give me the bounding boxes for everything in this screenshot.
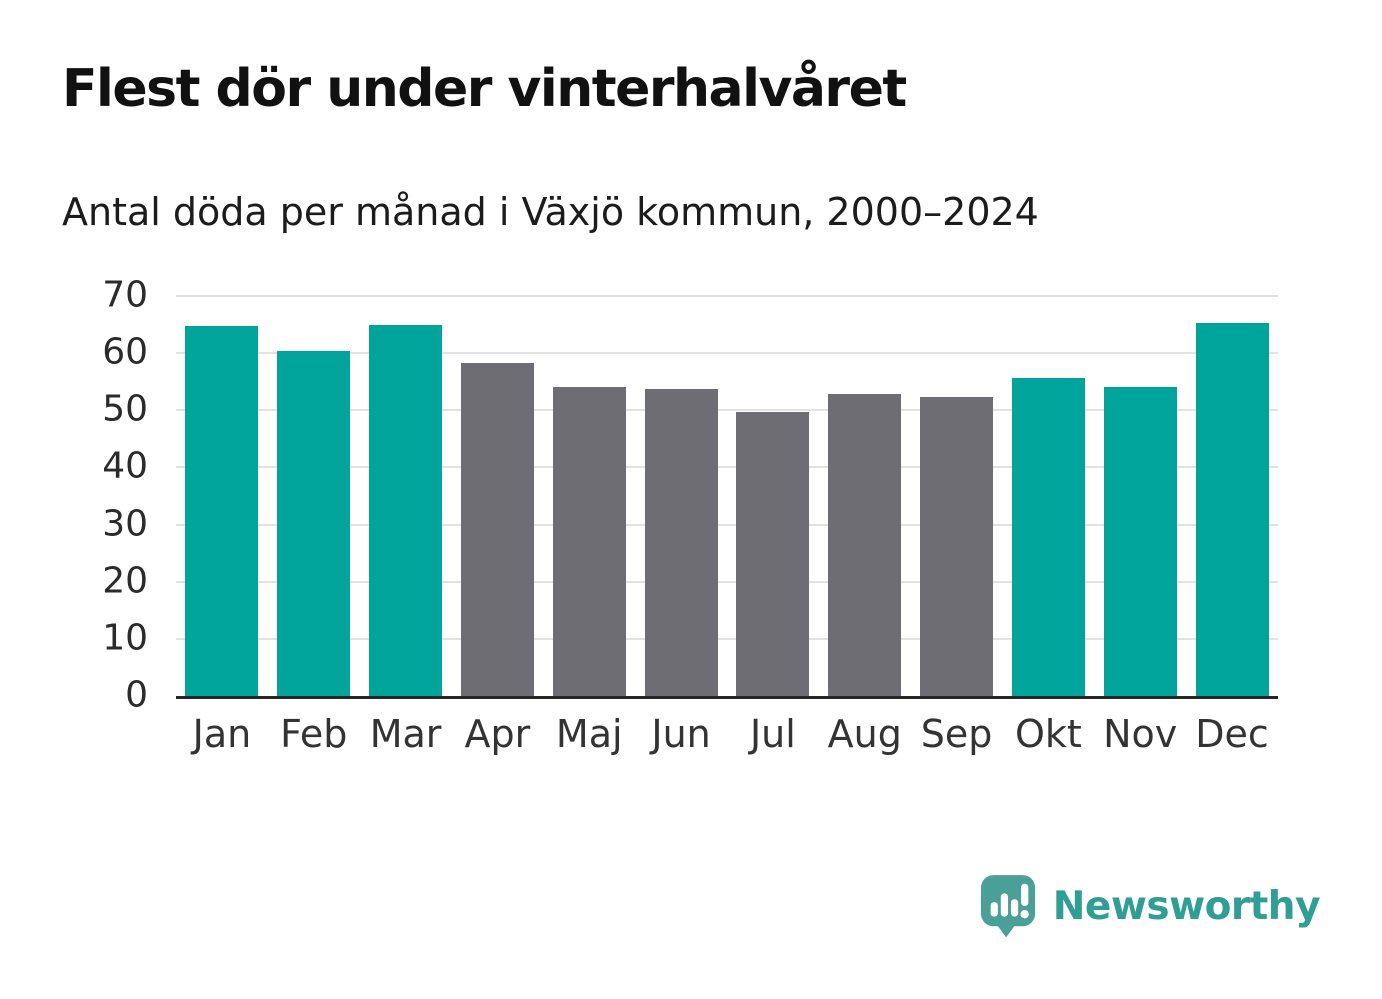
bar-jul <box>736 412 810 696</box>
brand-name: Newsworthy <box>1052 883 1321 929</box>
gridline-60 <box>176 352 1278 355</box>
bar-aug <box>828 393 902 696</box>
y-axis: 0 10 20 30 40 50 60 70 <box>0 275 148 716</box>
bar-apr <box>460 363 534 696</box>
y-tick-label-20: 20 <box>102 560 148 602</box>
plot-area <box>176 295 1278 699</box>
y-tick-label-50: 50 <box>102 388 148 430</box>
bar-nov <box>1103 386 1177 696</box>
y-tick-label-0: 0 <box>125 674 148 716</box>
bar-column-jan <box>176 296 268 696</box>
gridline-30 <box>176 523 1278 526</box>
bar-column-nov <box>1094 296 1186 696</box>
y-tick-label-70: 70 <box>102 274 148 316</box>
x-tick-label-nov: Nov <box>1103 712 1178 756</box>
y-tick-label-30: 30 <box>102 503 148 545</box>
bar-column-jun <box>635 296 727 696</box>
bar-column-mar <box>360 296 452 696</box>
newsworthy-logo-link[interactable]: Newsworthy <box>980 874 1321 938</box>
y-tick-label-60: 60 <box>102 331 148 373</box>
bar-feb <box>277 350 351 696</box>
bar-column-maj <box>543 296 635 696</box>
bar-column-aug <box>819 296 911 696</box>
bar-column-dec <box>1186 296 1278 696</box>
x-tick-label-feb: Feb <box>280 712 348 756</box>
bar-column-apr <box>451 296 543 696</box>
x-tick-label-jul: Jul <box>749 712 796 756</box>
x-tick-label-jan: Jan <box>192 712 252 756</box>
bar-dec <box>1195 322 1269 696</box>
gridline-20 <box>176 580 1278 583</box>
bar-column-sep <box>911 296 1003 696</box>
y-tick-label-10: 10 <box>102 617 148 659</box>
bar-column-okt <box>1002 296 1094 696</box>
bar-okt <box>1011 378 1085 696</box>
bar-sep <box>920 397 994 696</box>
x-tick-label-mar: Mar <box>369 712 442 756</box>
bar-chart-speech-bubble-icon <box>980 874 1038 938</box>
x-tick-label-okt: Okt <box>1014 712 1082 756</box>
bar-column-jul <box>727 296 819 696</box>
chart-title: Flest dör under vinterhalvåret <box>62 59 907 119</box>
gridline-10 <box>176 637 1278 640</box>
bar-jun <box>644 389 718 696</box>
x-axis: Jan Feb Mar Apr Maj Jun Jul Aug Sep Okt Nov Dec <box>176 712 1278 756</box>
x-tick-label-apr: Apr <box>464 712 531 756</box>
bar-column-feb <box>268 296 360 696</box>
x-tick-label-jun: Jun <box>651 712 711 756</box>
gridline-40 <box>176 466 1278 469</box>
gridline-70 <box>176 295 1278 297</box>
gridline-50 <box>176 409 1278 412</box>
bar-series <box>176 296 1278 696</box>
bar-maj <box>552 386 626 696</box>
y-tick-label-40: 40 <box>102 446 148 488</box>
x-tick-label-dec: Dec <box>1195 712 1269 756</box>
bar-mar <box>369 324 443 696</box>
x-tick-label-maj: Maj <box>555 712 623 756</box>
bar-jan <box>185 326 259 696</box>
x-tick-label-aug: Aug <box>827 712 902 756</box>
chart-subtitle: Antal döda per månad i Växjö kommun, 200… <box>62 190 1039 234</box>
x-tick-label-sep: Sep <box>920 712 993 756</box>
